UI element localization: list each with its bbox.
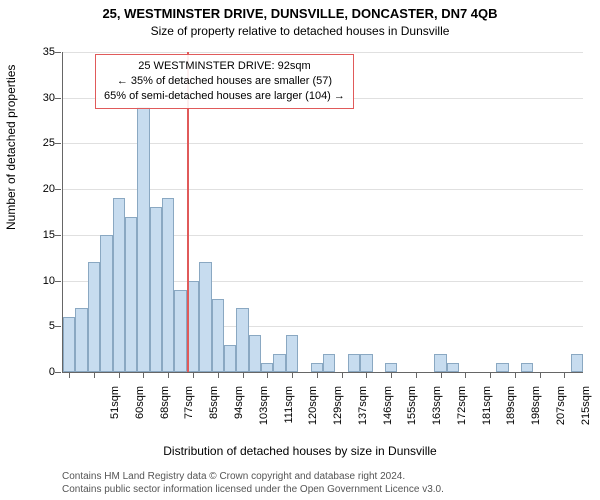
y-tick-label: 35	[31, 46, 55, 58]
y-tick-label: 0	[31, 366, 55, 378]
histogram-plot: 0510152025303551sqm60sqm68sqm77sqm85sqm9…	[62, 52, 583, 373]
gridline	[63, 52, 583, 53]
histogram-bar	[100, 235, 112, 372]
x-tick-label: 94sqm	[233, 386, 245, 436]
y-tick-label: 10	[31, 275, 55, 287]
y-axis-label: Number of detached properties	[4, 65, 18, 230]
histogram-bar	[323, 354, 335, 372]
x-tick-label: 77sqm	[183, 386, 195, 436]
chart-subtitle: Size of property relative to detached ho…	[0, 24, 600, 38]
x-tick	[69, 372, 70, 378]
x-tick	[564, 372, 565, 378]
histogram-bar	[434, 354, 446, 372]
x-tick	[342, 372, 343, 378]
property-info-box: 25 WESTMINSTER DRIVE: 92sqm← 35% of deta…	[95, 54, 354, 109]
x-axis-label: Distribution of detached houses by size …	[0, 444, 600, 458]
x-tick-label: 207sqm	[555, 386, 567, 436]
info-box-line: ← 35% of detached houses are smaller (57…	[104, 74, 345, 89]
x-tick-label: 111sqm	[283, 386, 295, 436]
x-tick	[465, 372, 466, 378]
x-tick	[515, 372, 516, 378]
x-tick-label: 51sqm	[109, 386, 121, 436]
histogram-bar	[88, 262, 100, 372]
y-tick-label: 15	[31, 229, 55, 241]
histogram-bar	[261, 363, 273, 372]
x-tick	[292, 372, 293, 378]
y-tick-label: 30	[31, 92, 55, 104]
x-tick-label: 137sqm	[357, 386, 369, 436]
x-tick-label: 85sqm	[208, 386, 220, 436]
footnote-line: Contains HM Land Registry data © Crown c…	[62, 471, 444, 484]
x-tick	[366, 372, 367, 378]
histogram-bar	[360, 354, 372, 372]
histogram-bar	[137, 107, 149, 372]
footnote-line: Contains public sector information licen…	[62, 484, 444, 497]
histogram-bar	[286, 335, 298, 372]
y-tick	[55, 235, 61, 236]
y-tick-label: 25	[31, 137, 55, 149]
x-tick-label: 198sqm	[530, 386, 542, 436]
x-tick	[540, 372, 541, 378]
histogram-bar	[447, 363, 459, 372]
x-tick-label: 120sqm	[307, 386, 319, 436]
histogram-bar	[150, 207, 162, 372]
histogram-bar	[162, 198, 174, 372]
x-tick-label: 103sqm	[258, 386, 270, 436]
x-tick-label: 181sqm	[481, 386, 493, 436]
y-tick	[55, 372, 61, 373]
x-tick	[168, 372, 169, 378]
x-tick	[143, 372, 144, 378]
x-tick	[243, 372, 244, 378]
histogram-bar	[224, 345, 236, 372]
x-tick	[391, 372, 392, 378]
y-tick-label: 5	[31, 320, 55, 332]
histogram-bar	[385, 363, 397, 372]
y-tick	[55, 281, 61, 282]
histogram-bar	[75, 308, 87, 372]
x-tick	[441, 372, 442, 378]
x-tick	[119, 372, 120, 378]
x-tick	[317, 372, 318, 378]
histogram-bar	[63, 317, 75, 372]
histogram-bar	[212, 299, 224, 372]
histogram-bar	[311, 363, 323, 372]
x-tick	[94, 372, 95, 378]
histogram-bar	[236, 308, 248, 372]
histogram-bar	[125, 217, 137, 372]
histogram-bar	[571, 354, 583, 372]
y-tick	[55, 52, 61, 53]
x-tick-label: 60sqm	[134, 386, 146, 436]
x-tick-label: 68sqm	[159, 386, 171, 436]
x-tick-label: 189sqm	[505, 386, 517, 436]
histogram-bar	[348, 354, 360, 372]
x-tick-label: 129sqm	[332, 386, 344, 436]
y-tick	[55, 326, 61, 327]
histogram-bar	[249, 335, 261, 372]
histogram-bar	[496, 363, 508, 372]
x-tick	[416, 372, 417, 378]
histogram-bar	[521, 363, 533, 372]
y-tick	[55, 98, 61, 99]
x-tick-label: 146sqm	[382, 386, 394, 436]
x-tick	[267, 372, 268, 378]
histogram-bar	[174, 290, 186, 372]
y-tick	[55, 189, 61, 190]
x-tick-label: 215sqm	[580, 386, 592, 436]
histogram-bar	[199, 262, 211, 372]
y-tick-label: 20	[31, 183, 55, 195]
attribution-footnote: Contains HM Land Registry data © Crown c…	[62, 471, 444, 496]
x-tick	[193, 372, 194, 378]
histogram-bar	[273, 354, 285, 372]
info-box-line: 25 WESTMINSTER DRIVE: 92sqm	[104, 59, 345, 74]
x-tick-label: 155sqm	[406, 386, 418, 436]
page-title: 25, WESTMINSTER DRIVE, DUNSVILLE, DONCAS…	[0, 6, 600, 21]
x-tick	[490, 372, 491, 378]
x-tick	[218, 372, 219, 378]
x-tick-label: 172sqm	[456, 386, 468, 436]
info-box-line: 65% of semi-detached houses are larger (…	[104, 89, 345, 104]
x-tick-label: 163sqm	[431, 386, 443, 436]
y-tick	[55, 143, 61, 144]
histogram-bar	[113, 198, 125, 372]
